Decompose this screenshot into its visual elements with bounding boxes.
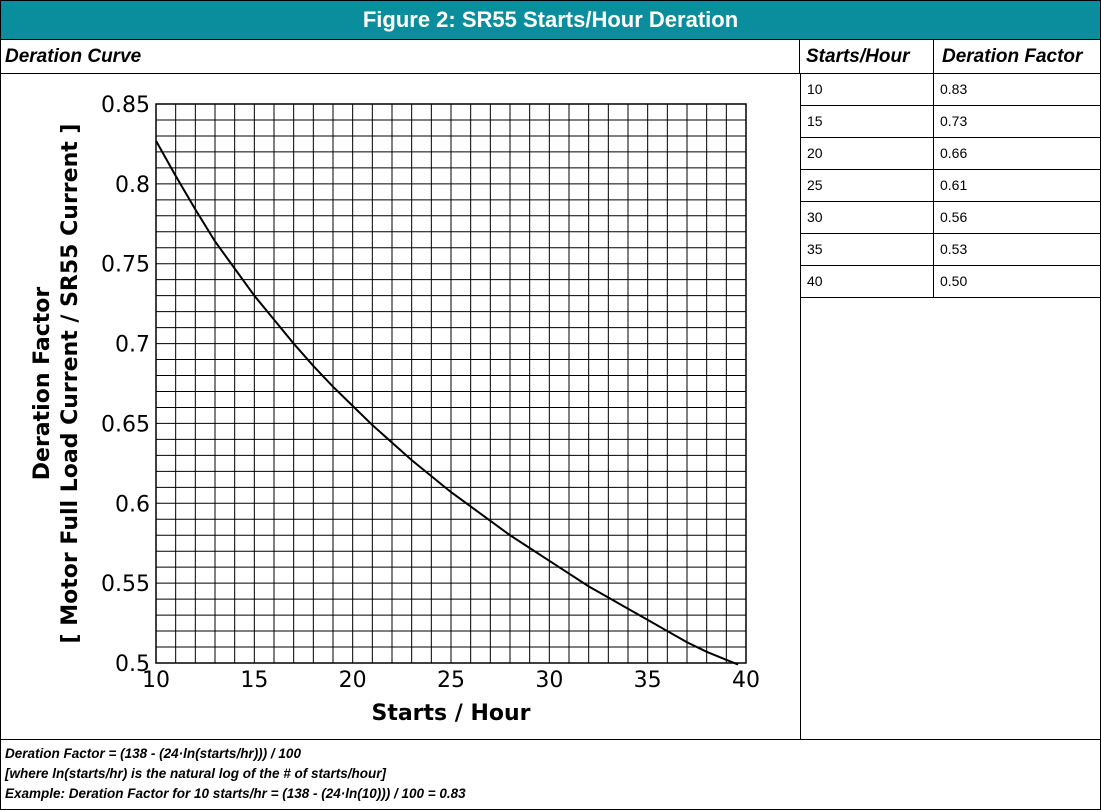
factor-cell: 0.56	[940, 209, 968, 225]
figure-title: Figure 2: SR55 Starts/Hour Deration	[1, 1, 1100, 40]
y-tick-label: 0.8	[115, 173, 150, 198]
x-axis-label: Starts / Hour	[371, 701, 530, 726]
x-tick-label: 15	[240, 668, 268, 693]
starts-cell: 35	[801, 234, 934, 265]
y-tick-label: 0.55	[101, 572, 150, 597]
starts-cell: 10	[801, 74, 934, 105]
factor-cell: 0.66	[940, 145, 968, 161]
table-row: 15 0.73	[801, 106, 1100, 138]
formula-note-line: [where ln(starts/hr) is the natural log …	[5, 766, 387, 781]
y-axis-label-line2: [ Motor Full Load Current / SR55 Current…	[58, 124, 83, 644]
factor-cell: 0.73	[940, 113, 968, 129]
x-tick-label: 25	[437, 668, 465, 693]
table-row: 35 0.53	[801, 234, 1100, 266]
starts-cell: 20	[801, 138, 934, 169]
deration-chart: 10 15 20 25 30 35 40 0.85 0.8 0.75 0.7 0.65 0.6 0.55…	[30, 93, 760, 726]
table-row: 25 0.61	[801, 170, 1100, 202]
x-tick-label: 30	[535, 668, 563, 693]
y-tick-label: 0.75	[101, 253, 150, 278]
x-tick-labels: 10 15 20 25 30 35 40	[142, 668, 760, 693]
formula-line: Deration Factor = (138 - (24·ln(starts/h…	[5, 746, 301, 761]
x-tick-label: 40	[732, 668, 760, 693]
starts-cell: 15	[801, 106, 934, 137]
factor-cell: 0.50	[940, 273, 968, 289]
y-tick-label: 0.7	[115, 333, 150, 358]
header-deration-curve: Deration Curve	[1, 40, 800, 74]
y-tick-label: 0.85	[101, 93, 150, 118]
y-tick-label: 0.5	[115, 652, 150, 677]
x-tick-label: 20	[339, 668, 367, 693]
table-row: 40 0.50	[801, 266, 1100, 298]
factor-cell: 0.61	[940, 177, 968, 193]
table-row: 10 0.83	[801, 74, 1100, 106]
table-row: 30 0.56	[801, 202, 1100, 234]
deration-curve-line	[155, 140, 739, 666]
formula-example-line: Example: Deration Factor for 10 starts/h…	[5, 786, 466, 801]
starts-cell: 40	[801, 266, 934, 297]
factor-cell: 0.83	[940, 81, 968, 97]
y-tick-label: 0.6	[115, 492, 150, 517]
y-tick-label: 0.65	[101, 412, 150, 437]
y-tick-labels: 0.85 0.8 0.75 0.7 0.65 0.6 0.55 0.5	[101, 93, 150, 677]
header-starts-hour: Starts/Hour	[800, 40, 934, 74]
x-tick-label: 35	[634, 668, 662, 693]
chart-grid	[156, 104, 746, 663]
plot-border	[155, 103, 747, 664]
starts-cell: 25	[801, 170, 934, 201]
panel-divider	[800, 74, 801, 739]
y-axis-label-line1: Deration Factor	[30, 287, 55, 481]
deration-table: 10 0.83 15 0.73 20 0.66 25 0.61 30 0.56 35 0.53 40 0.…	[801, 74, 1100, 298]
table-row: 20 0.66	[801, 138, 1100, 170]
header-deration-factor: Deration Factor	[934, 40, 1100, 74]
x-tick-label: 10	[142, 668, 170, 693]
factor-cell: 0.53	[940, 241, 968, 257]
starts-cell: 30	[801, 202, 934, 233]
formula-notes: Deration Factor = (138 - (24·ln(starts/h…	[1, 739, 1100, 809]
